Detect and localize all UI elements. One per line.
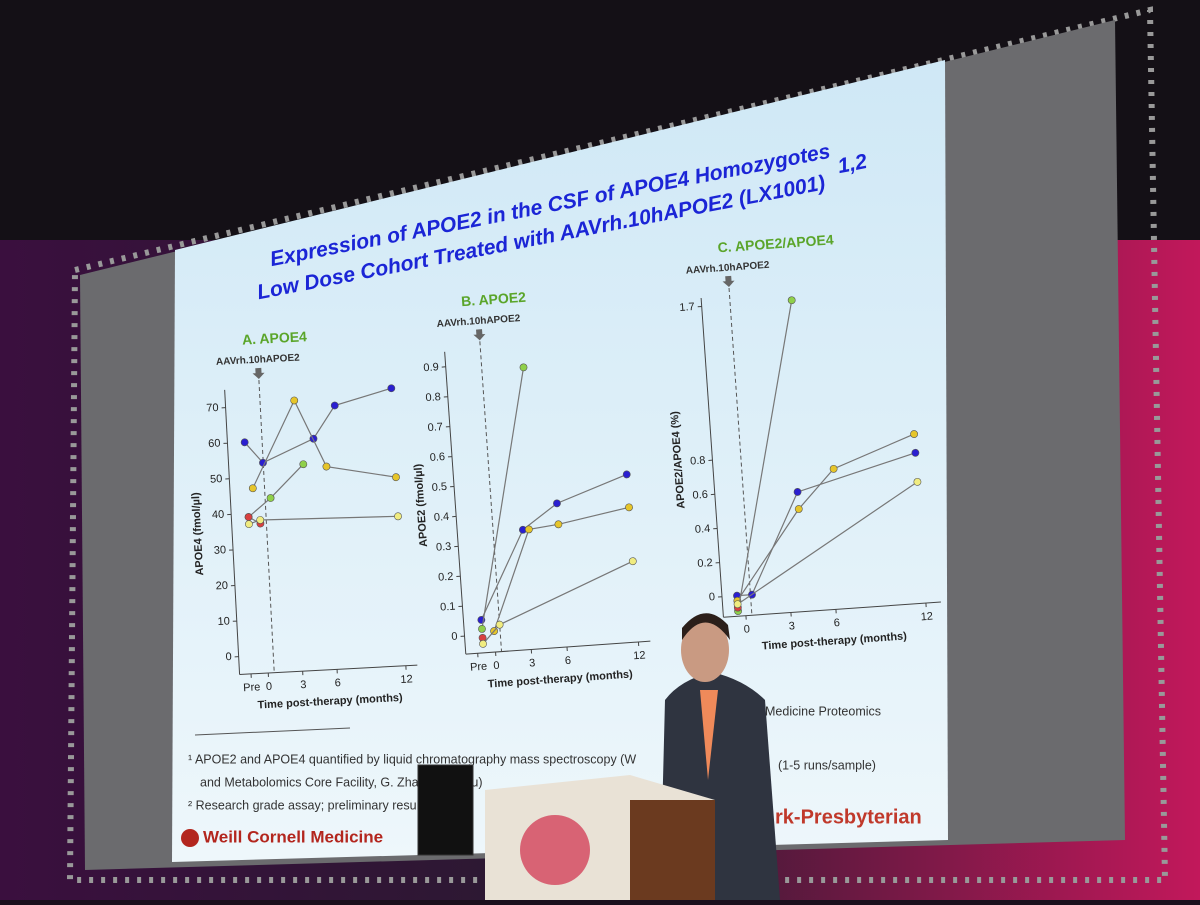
x-tick-label: 3	[788, 620, 795, 632]
y-tick-label: 0.6	[429, 451, 445, 464]
data-point	[323, 463, 331, 471]
y-tick-label: 0.8	[690, 455, 706, 468]
y-tick-label: 0.2	[697, 557, 713, 570]
y-tick-label: 0.6	[692, 489, 708, 502]
y-tick-label: 0.1	[440, 601, 456, 614]
data-point	[553, 500, 561, 508]
logo-right: rk-Presbyterian	[775, 806, 922, 828]
data-point	[388, 384, 396, 392]
x-tick-label: 12	[920, 611, 933, 624]
logo-seal	[181, 829, 199, 847]
data-point	[525, 526, 533, 534]
y-tick-label: 30	[214, 544, 227, 557]
x-tick-label: 0	[266, 681, 273, 693]
y-tick-label: 10	[217, 615, 230, 628]
data-point	[256, 516, 264, 524]
data-point	[914, 478, 922, 486]
data-point	[392, 473, 400, 481]
data-point	[830, 465, 838, 473]
data-point	[290, 397, 298, 405]
x-tick-label: 3	[529, 657, 536, 669]
y-tick-label: 0.3	[436, 541, 452, 554]
data-point	[629, 557, 637, 565]
data-point	[394, 513, 402, 521]
footnote: ² Research grade assay; preliminary resu…	[188, 798, 419, 812]
y-tick-label: 0	[451, 631, 458, 643]
x-tick-label: 12	[633, 649, 646, 662]
data-point	[478, 625, 486, 633]
panel-title: A. APOE4	[242, 328, 308, 347]
data-point	[912, 449, 920, 457]
x-tick-label: Pre	[470, 661, 488, 674]
y-tick-label: 0	[708, 591, 715, 603]
data-point	[795, 505, 803, 513]
y-tick-label: 0.9	[423, 361, 439, 374]
podium-logo	[520, 815, 590, 885]
data-point	[249, 484, 257, 492]
data-point	[300, 460, 308, 468]
x-tick-label: 12	[400, 673, 413, 686]
data-point	[241, 439, 249, 447]
footnote: Medicine Proteomics	[765, 704, 881, 718]
data-point	[479, 640, 487, 648]
podium-side	[630, 800, 715, 900]
y-tick-label: 0.4	[695, 523, 711, 536]
y-tick-label: 60	[208, 437, 221, 450]
data-point	[496, 621, 504, 629]
y-tick-label: 0	[225, 651, 232, 663]
data-point	[734, 600, 742, 608]
x-tick-label: 0	[743, 623, 750, 635]
logo-left: Weill Cornell Medicine	[203, 827, 383, 846]
data-point	[245, 513, 253, 521]
footnote: (1-5 runs/sample)	[778, 758, 876, 772]
x-tick-label: Pre	[243, 681, 261, 694]
y-tick-label: 0.4	[433, 511, 449, 524]
data-point	[910, 430, 918, 438]
x-tick-label: 6	[833, 617, 840, 629]
x-tick-label: 6	[564, 655, 571, 667]
y-tick-label: 70	[206, 402, 219, 415]
data-point	[625, 503, 633, 511]
data-point	[520, 364, 528, 372]
x-tick-label: 3	[300, 679, 307, 691]
data-point	[267, 494, 275, 502]
y-tick-label: 40	[212, 509, 225, 522]
x-tick-label: 6	[334, 677, 341, 689]
y-tick-label: 0.2	[438, 571, 454, 584]
y-tick-label: 1.7	[679, 301, 695, 314]
data-point	[245, 520, 253, 528]
y-tick-label: 0.8	[425, 391, 441, 404]
data-point	[331, 402, 339, 410]
monitor	[418, 765, 473, 855]
y-tick-label: 0.5	[431, 481, 447, 494]
x-tick-label: 0	[493, 660, 500, 672]
y-tick-label: 20	[215, 580, 228, 593]
data-point	[623, 471, 631, 479]
data-point	[788, 296, 796, 304]
data-point	[555, 520, 563, 528]
y-tick-label: 0.7	[427, 421, 443, 434]
footnote: ¹ APOE2 and APOE4 quantified by liquid c…	[188, 752, 636, 766]
data-point	[794, 488, 802, 496]
y-tick-label: 50	[210, 473, 223, 486]
